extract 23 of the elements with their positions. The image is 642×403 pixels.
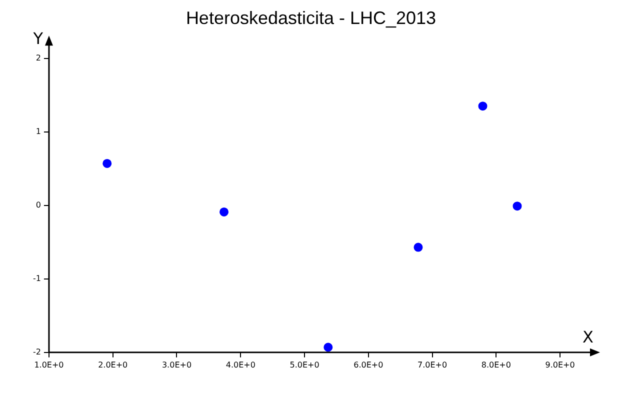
x-tick-label: 1.0E+0 bbox=[34, 360, 64, 370]
y-tick-label: 0 bbox=[36, 200, 41, 210]
x-tick-label: 5.0E+0 bbox=[290, 360, 320, 370]
y-axis-title: Y bbox=[32, 28, 44, 48]
y-tick-label: 2 bbox=[36, 53, 41, 62]
x-tick-label: 3.0E+0 bbox=[162, 360, 192, 370]
y-tick-label: 1 bbox=[36, 126, 41, 136]
y-tick-label: -2 bbox=[32, 347, 41, 356]
x-tick-label: 7.0E+0 bbox=[418, 360, 448, 370]
x-tick-label: 4.0E+0 bbox=[226, 360, 256, 370]
point bbox=[512, 202, 522, 211]
y-tick-label: -1 bbox=[32, 274, 41, 283]
point bbox=[414, 242, 423, 252]
point bbox=[220, 207, 229, 216]
x-tick-label: 8.0E+0 bbox=[481, 360, 511, 370]
x-tick-label: 2.0E+0 bbox=[98, 360, 128, 370]
x-tick-label: 6.0E+0 bbox=[354, 360, 384, 370]
chart-title: Heteroskedasticita - LHC_2013 bbox=[186, 8, 436, 28]
x-tick-label: 9.0E+0 bbox=[545, 360, 575, 370]
point bbox=[478, 102, 488, 111]
x-axis-title: X bbox=[582, 328, 594, 347]
point bbox=[102, 158, 112, 168]
point bbox=[324, 342, 333, 352]
